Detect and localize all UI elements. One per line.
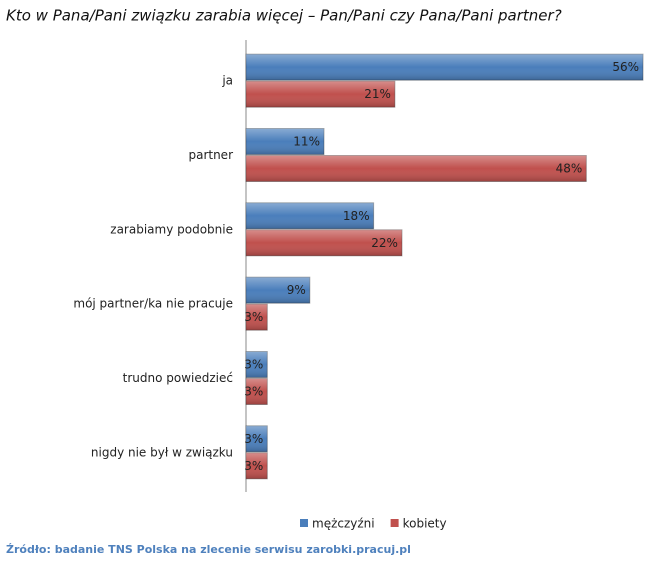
bar-shine (246, 155, 587, 182)
value-label: 21% (364, 87, 391, 101)
bar-shine (246, 425, 268, 452)
bar-shine (246, 304, 268, 331)
legend-swatch (300, 519, 308, 527)
value-label: 22% (371, 236, 398, 250)
source: Źródło: badanie TNS Polska na zlecenie s… (6, 543, 411, 556)
category-label: zarabiamy podobnie (110, 222, 233, 236)
category-label: trudno powiedzieć (123, 371, 233, 385)
value-label: 11% (293, 135, 320, 149)
value-label: 3% (244, 432, 263, 446)
category-label: partner (188, 148, 233, 162)
bar-shine (246, 128, 324, 155)
bar-shine (246, 81, 395, 108)
bar-shine (246, 351, 268, 378)
value-label: 18% (343, 209, 370, 223)
legend-swatch (390, 519, 399, 527)
value-label: 3% (244, 385, 263, 399)
bar-shine (246, 229, 402, 256)
value-label: 48% (556, 162, 583, 176)
value-label: 3% (244, 459, 263, 473)
value-label: 56% (612, 60, 639, 74)
category-label: ja (221, 74, 233, 88)
legend-label: mężczyźni (312, 517, 375, 531)
bar-shine (246, 202, 374, 229)
bar-shine (246, 54, 643, 81)
bar-shine (246, 378, 268, 405)
bar-shine (246, 452, 268, 479)
category-label: nigdy nie był w związku (91, 445, 233, 459)
chart-title: Kto w Pana/Pani związku zarabia więcej –… (6, 7, 562, 25)
value-label: 3% (244, 310, 263, 324)
legend-label: kobiety (403, 517, 447, 531)
bar-shine (246, 277, 310, 304)
category-label: mój partner/ka nie pracuje (73, 297, 233, 311)
value-label: 3% (244, 358, 263, 372)
value-label: 9% (287, 283, 306, 297)
